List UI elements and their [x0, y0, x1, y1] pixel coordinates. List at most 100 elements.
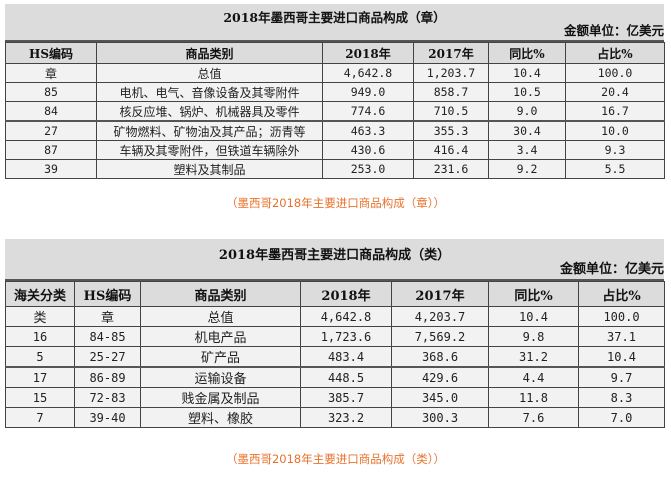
- cell-share: 10.4: [578, 346, 665, 368]
- table-title: 2018年墨西哥主要进口商品构成（章）: [223, 10, 446, 25]
- cell-2017: 4,203.7: [391, 306, 489, 327]
- cell-yoy: 9.2: [488, 159, 566, 179]
- cell-yoy: 10.4: [488, 306, 579, 327]
- cell-category: 贱金属及制品: [140, 387, 301, 408]
- cell-share: 10.0: [565, 120, 665, 141]
- cell-yoy: 7.6: [488, 407, 579, 428]
- cell-customs-class: 5: [5, 346, 75, 368]
- table-title: 2018年墨西哥主要进口商品构成（类）: [218, 248, 451, 263]
- cell-category: 总值: [96, 63, 323, 83]
- cell-share: 9.3: [565, 140, 665, 160]
- col-yoy: 同比%: [488, 281, 579, 307]
- col-share: 占比%: [578, 281, 665, 307]
- cell-hs-code: 39: [5, 159, 97, 179]
- cell-2018: 385.7: [300, 387, 392, 408]
- cell-category: 矿产品: [140, 346, 301, 368]
- cell-hs-code: 72-83: [74, 387, 141, 408]
- cell-share: 5.5: [565, 159, 665, 179]
- col-2017: 2017年: [413, 42, 489, 64]
- cell-category: 运输设备: [140, 366, 301, 388]
- cell-yoy: 31.2: [488, 346, 579, 368]
- cell-2018: 323.2: [300, 407, 392, 428]
- cell-2017: 355.3: [413, 120, 489, 141]
- cell-hs-code: 39-40: [74, 407, 141, 428]
- table-row: 7 39-40 塑料、橡胶 323.2 300.3 7.6 7.0: [5, 407, 665, 428]
- cell-yoy: 9.8: [488, 326, 579, 347]
- cell-share: 7.0: [578, 407, 665, 428]
- cell-2018: 4,642.8: [322, 63, 414, 83]
- cell-hs-code: 86-89: [74, 366, 141, 388]
- table-row: 85 电机、电气、音像设备及其零附件 949.0 858.7 10.5 20.4: [5, 82, 665, 102]
- col-customs-class: 海关分类: [5, 281, 75, 307]
- cell-share: 8.3: [578, 387, 665, 408]
- cell-2017: 231.6: [413, 159, 489, 179]
- table-note: （墨西哥2018年主要进口商品构成（类））: [225, 452, 445, 466]
- cell-category: 核反应堆、锅炉、机械器具及零件: [96, 101, 323, 122]
- cell-2018: 448.5: [300, 366, 392, 388]
- col-category: 商品类别: [96, 42, 323, 64]
- cell-hs-code: 27: [5, 120, 97, 141]
- cell-share: 37.1: [578, 326, 665, 347]
- cell-category: 电机、电气、音像设备及其零附件: [96, 82, 323, 102]
- cell-yoy: 4.4: [488, 366, 579, 388]
- cell-customs-class: 16: [5, 326, 75, 347]
- cell-share: 100.0: [565, 63, 665, 83]
- table-row: 5 25-27 矿产品 483.4 368.6 31.2 10.4: [5, 346, 665, 368]
- table-note: （墨西哥2018年主要进口商品构成（章））: [225, 196, 445, 210]
- cell-2018: 774.6: [322, 101, 414, 122]
- table-caption: 2018年墨西哥主要进口商品构成（章） 金额单位：亿美元: [5, 4, 664, 42]
- col-2018: 2018年: [300, 281, 392, 307]
- cell-share: 100.0: [578, 306, 665, 327]
- cell-2017: 710.5: [413, 101, 489, 122]
- cell-customs-class: 17: [5, 366, 75, 388]
- table-row: 39 塑料及其制品 253.0 231.6 9.2 5.5: [5, 159, 665, 179]
- header-row: 海关分类 HS编码 商品类别 2018年 2017年 同比% 占比%: [5, 281, 665, 307]
- cell-category: 塑料、橡胶: [140, 407, 301, 428]
- col-share: 占比%: [565, 42, 665, 64]
- col-hs-code: HS编码: [5, 42, 97, 64]
- cell-share: 9.7: [578, 366, 665, 388]
- table-row: 27 矿物燃料、矿物油及其产品；沥青等 463.3 355.3 30.4 10.…: [5, 120, 665, 141]
- cell-2018: 949.0: [322, 82, 414, 102]
- cell-hs-code: 85: [5, 82, 97, 102]
- cell-2017: 416.4: [413, 140, 489, 160]
- cell-2017: 429.6: [391, 366, 489, 388]
- cell-yoy: 3.4: [488, 140, 566, 160]
- cell-yoy: 30.4: [488, 120, 566, 141]
- cell-2017: 345.0: [391, 387, 489, 408]
- cell-2017: 7,569.2: [391, 326, 489, 347]
- col-yoy: 同比%: [488, 42, 566, 64]
- cell-hs-code: 章: [5, 63, 97, 83]
- cell-category: 矿物燃料、矿物油及其产品；沥青等: [96, 120, 323, 141]
- cell-customs-class: 15: [5, 387, 75, 408]
- cell-2018: 430.6: [322, 140, 414, 160]
- cell-2018: 483.4: [300, 346, 392, 368]
- cell-category: 机电产品: [140, 326, 301, 347]
- cell-hs-code: 章: [74, 306, 141, 327]
- table-row: 17 86-89 运输设备 448.5 429.6 4.4 9.7: [5, 366, 665, 388]
- cell-category: 总值: [140, 306, 301, 327]
- cell-2017: 368.6: [391, 346, 489, 368]
- table-row: 16 84-85 机电产品 1,723.6 7,569.2 9.8 37.1: [5, 326, 665, 347]
- table-row: 类 章 总值 4,642.8 4,203.7 10.4 100.0: [5, 306, 665, 327]
- cell-2018: 463.3: [322, 120, 414, 141]
- cell-hs-code: 84: [5, 101, 97, 122]
- cell-yoy: 10.4: [488, 63, 566, 83]
- cell-customs-class: 7: [5, 407, 75, 428]
- cell-yoy: 9.0: [488, 101, 566, 122]
- col-2018: 2018年: [322, 42, 414, 64]
- data-table: 海关分类 HS编码 商品类别 2018年 2017年 同比% 占比% 类 章 总…: [5, 281, 665, 428]
- cell-hs-code: 25-27: [74, 346, 141, 368]
- cell-share: 16.7: [565, 101, 665, 122]
- cell-hs-code: 84-85: [74, 326, 141, 347]
- cell-2018: 4,642.8: [300, 306, 392, 327]
- cell-yoy: 11.8: [488, 387, 579, 408]
- col-category: 商品类别: [140, 281, 301, 307]
- col-hs-code: HS编码: [74, 281, 141, 307]
- cell-2018: 253.0: [322, 159, 414, 179]
- cell-2018: 1,723.6: [300, 326, 392, 347]
- cell-yoy: 10.5: [488, 82, 566, 102]
- table-caption: 2018年墨西哥主要进口商品构成（类） 金额单位：亿美元: [5, 239, 664, 281]
- chapter-import-table: 2018年墨西哥主要进口商品构成（章） 金额单位：亿美元 HS编码 商品类别 2…: [5, 4, 665, 179]
- data-table: HS编码 商品类别 2018年 2017年 同比% 占比% 章 总值 4,642…: [5, 42, 665, 179]
